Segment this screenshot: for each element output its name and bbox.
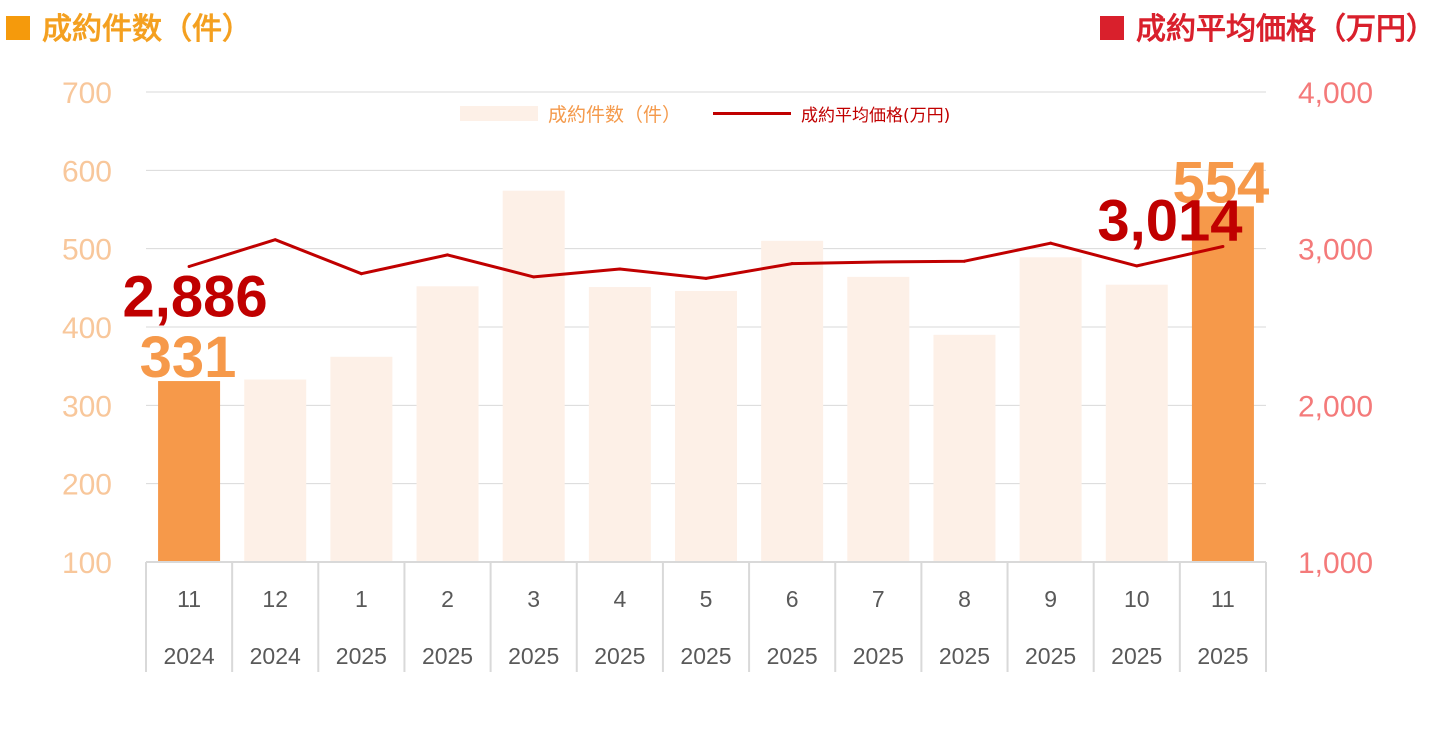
x-tick-year: 2024 — [163, 643, 214, 669]
line-point — [1221, 244, 1225, 248]
line-point — [876, 260, 880, 264]
x-tick-month: 11 — [177, 586, 201, 612]
right-axis-tick-label: 2,000 — [1298, 390, 1373, 423]
bar — [502, 190, 565, 562]
orange-square-icon — [6, 15, 30, 40]
bar — [588, 287, 651, 562]
bar — [675, 290, 737, 562]
legend-bar-label: 成約件数（件） — [548, 103, 682, 126]
x-tick-year: 2025 — [939, 643, 990, 669]
x-tick-year: 2025 — [422, 643, 473, 669]
left-axis-tick-label: 500 — [62, 234, 112, 267]
x-tick-year: 2024 — [250, 643, 301, 669]
x-tick-month: 9 — [1044, 586, 1057, 612]
line-point — [790, 262, 794, 266]
line-point — [704, 276, 708, 280]
x-tick-year: 2025 — [853, 643, 904, 669]
x-tick-month: 12 — [262, 586, 288, 612]
left-axis-tick-label: 300 — [62, 390, 112, 423]
x-tick-month: 5 — [700, 586, 713, 612]
line-point — [359, 272, 363, 276]
data-label: 554 — [1173, 150, 1270, 215]
data-label: 331 — [140, 325, 237, 390]
right-axis-tick-label: 4,000 — [1298, 77, 1373, 110]
red-square-icon — [1100, 15, 1124, 40]
line-point — [618, 267, 622, 271]
line-point — [1135, 264, 1139, 268]
x-tick-month: 10 — [1124, 586, 1150, 612]
line-point — [962, 259, 966, 263]
x-tick-month: 6 — [786, 586, 799, 612]
right-axis-tick-label: 3,000 — [1298, 234, 1373, 267]
x-tick-year: 2025 — [594, 643, 645, 669]
bar — [933, 334, 996, 562]
x-tick-year: 2025 — [767, 643, 818, 669]
line-point — [532, 275, 536, 279]
line-point — [273, 238, 277, 242]
right-axis-title-text: 成約平均価格（万円） — [1136, 12, 1436, 47]
legend-bar-swatch — [460, 105, 538, 121]
left-axis-tick-label: 100 — [62, 547, 112, 580]
x-tick-year: 2025 — [680, 643, 731, 669]
bar — [1105, 284, 1168, 562]
x-tick-month: 4 — [613, 586, 626, 612]
bar — [330, 356, 393, 562]
left-axis-title-text: 成約件数（件） — [42, 12, 252, 47]
x-tick-year: 2025 — [1025, 643, 1076, 669]
bar — [416, 286, 479, 562]
bar — [847, 276, 910, 562]
x-tick-month: 2 — [441, 586, 454, 612]
right-axis-tick-label: 1,000 — [1298, 547, 1373, 580]
x-tick-year: 2025 — [1111, 643, 1162, 669]
legend-line-label: 成約平均価格(万円) — [801, 105, 951, 126]
left-axis-tick-label: 700 — [62, 77, 112, 110]
chart-legend: 成約件数（件） 成約平均価格(万円) — [460, 98, 950, 128]
line-point — [446, 253, 450, 257]
legend-line-swatch — [713, 111, 792, 115]
bar — [1191, 206, 1254, 562]
x-tick-year: 2025 — [336, 643, 387, 669]
left-axis-title: 成約件数（件） — [6, 4, 252, 48]
left-axis-tick-label: 600 — [62, 155, 112, 188]
data-label: 2,886 — [122, 265, 267, 330]
x-tick-month: 3 — [527, 586, 540, 612]
bar — [1019, 257, 1082, 562]
x-tick-month: 8 — [958, 586, 971, 612]
bar — [761, 240, 824, 563]
x-tick-month: 7 — [872, 586, 885, 612]
x-tick-month: 1 — [355, 586, 368, 612]
x-tick-year: 2025 — [508, 643, 559, 669]
data-label: 3,014 — [1097, 188, 1242, 253]
right-axis-title: 成約平均価格（万円） — [1100, 4, 1436, 48]
left-axis-tick-label: 200 — [62, 469, 112, 502]
x-tick-year: 2025 — [1197, 643, 1248, 669]
bar — [244, 379, 307, 562]
bar — [158, 381, 221, 562]
left-axis-tick-label: 400 — [62, 312, 112, 345]
line-point — [1049, 241, 1053, 245]
x-tick-month: 11 — [1211, 586, 1235, 612]
line-point — [187, 265, 191, 269]
